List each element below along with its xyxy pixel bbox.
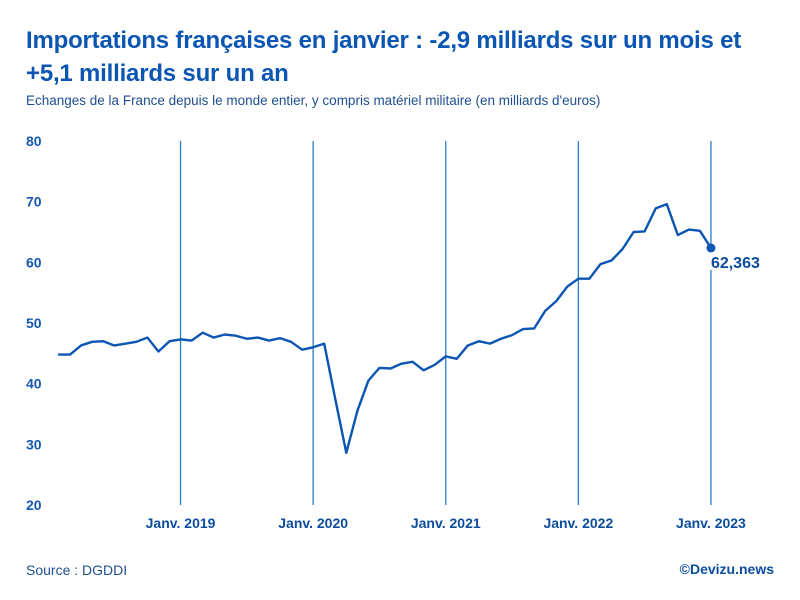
chart-subtitle: Echanges de la France depuis le monde en… [26,93,601,108]
y-tick-label: 70 [26,194,42,210]
last-point-marker [706,243,716,253]
y-tick-label: 80 [26,133,42,149]
y-tick-label: 20 [26,497,42,513]
y-tick-label: 50 [26,315,42,331]
brand-credit: ©Devizu.news [679,561,774,577]
source-note: Source : DGDDI [26,562,128,578]
y-tick-label: 30 [26,436,42,452]
y-tick-label: 60 [26,254,42,270]
imports-series-line [57,202,713,455]
x-tick-label: Janv. 2019 [146,515,216,531]
last-value-label: 62,363 [711,255,760,272]
x-tick-label: Janv. 2022 [543,515,613,531]
y-tick-label: 40 [26,376,42,392]
x-tick-label: Janv. 2023 [676,515,746,531]
x-tick-label: Janv. 2021 [411,515,481,531]
x-tick-label: Janv. 2020 [278,515,348,531]
chart-title: Importations françaises en janvier : -2,… [26,27,742,87]
